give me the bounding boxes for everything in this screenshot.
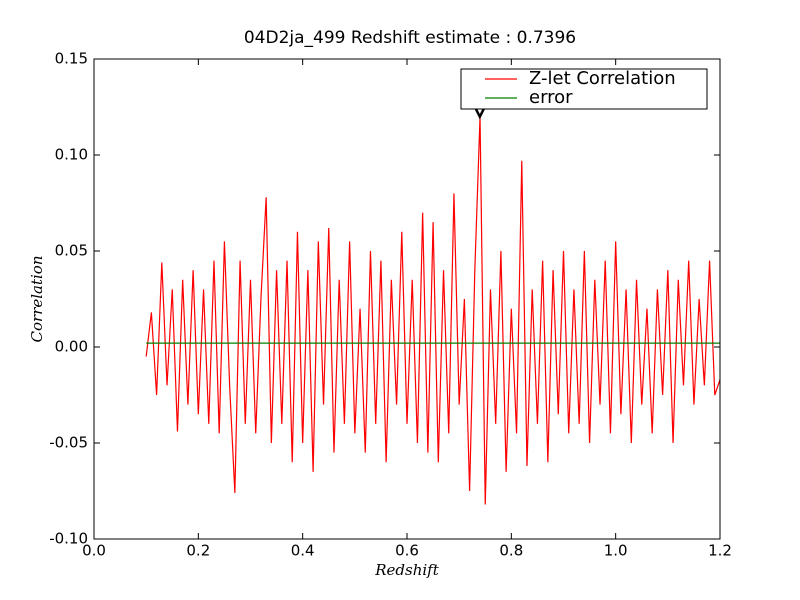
x-axis-label: Redshift bbox=[374, 561, 439, 579]
legend-label: Z-let Correlation bbox=[529, 68, 676, 89]
legend-box bbox=[460, 68, 708, 110]
x-tick-label: 1.2 bbox=[708, 542, 732, 560]
plot-frame bbox=[93, 58, 721, 540]
x-tick-label: 0.2 bbox=[186, 542, 210, 560]
legend-label: error bbox=[529, 87, 573, 108]
x-tick-label: 0.4 bbox=[291, 542, 315, 560]
x-tick-label: 0.6 bbox=[395, 542, 419, 560]
y-axis-label: Correlation bbox=[28, 256, 46, 343]
chart-title: 04D2ja_499 Redshift estimate : 0.7396 bbox=[244, 28, 576, 48]
y-tick-label: -0.10 bbox=[49, 530, 88, 548]
x-tick-label: 0.0 bbox=[82, 542, 106, 560]
x-tick-label: 0.8 bbox=[499, 542, 523, 560]
y-tick-label: 0.10 bbox=[55, 146, 88, 164]
y-tick-label: 0.15 bbox=[55, 50, 88, 68]
y-tick-label: 0.05 bbox=[55, 242, 88, 260]
x-tick-label: 1.0 bbox=[604, 542, 628, 560]
data-line bbox=[145, 116, 721, 505]
y-tick-label: 0.00 bbox=[55, 338, 88, 356]
y-tick-label: -0.05 bbox=[49, 434, 88, 452]
